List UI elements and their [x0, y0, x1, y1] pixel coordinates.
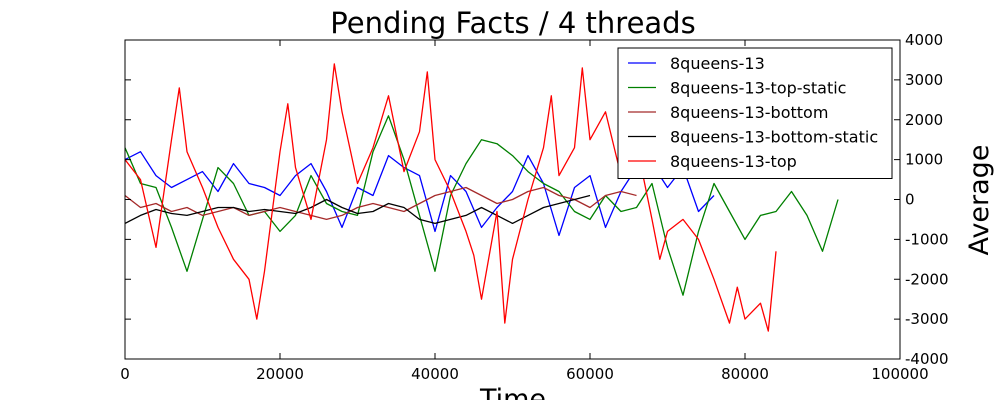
- legend-entry-label: 8queens-13-top: [670, 152, 797, 171]
- x-axis-label: Time: [479, 384, 546, 400]
- y-tick-label: 4000: [905, 31, 943, 49]
- y-axis-label: Average: [964, 145, 995, 256]
- legend-entry-label: 8queens-13-bottom-static: [670, 128, 878, 147]
- y-tick-label: 3000: [905, 71, 943, 89]
- y-tick-label: 1000: [905, 151, 943, 169]
- x-tick-label: 20000: [256, 365, 304, 383]
- y-tick-label: -3000: [905, 310, 949, 328]
- legend-box: [617, 47, 893, 179]
- y-tick-label: -2000: [905, 270, 949, 288]
- y-axis-ticks: -4000 -3000 -2000 -1000 0 1000 2000 3000 4000: [125, 31, 949, 368]
- series-line-4: [124, 194, 591, 225]
- x-tick-label: 0: [120, 365, 130, 383]
- y-tick-label: -4000: [905, 350, 949, 368]
- x-tick-label: 60000: [566, 365, 614, 383]
- legend-entry-label: 8queens-13: [670, 54, 765, 73]
- y-tick-label: -1000: [905, 230, 949, 248]
- x-tick-label: 40000: [411, 365, 459, 383]
- x-axis-ticks: 0 20000 40000 60000 80000 100000: [120, 40, 929, 383]
- x-tick-label: 100000: [871, 365, 928, 383]
- chart-legend: 8queens-13 8queens-13-top-static 8queens-1…: [617, 47, 893, 179]
- legend-entry-label: 8queens-13-top-static: [670, 79, 846, 98]
- series-line-2: [124, 115, 839, 296]
- series-layer: [124, 63, 839, 332]
- y-tick-label: 2000: [905, 111, 943, 129]
- series-line-5: [124, 63, 777, 332]
- legend-entry-label: 8queens-13-bottom: [670, 103, 828, 122]
- series-line-3: [124, 186, 637, 221]
- series-line-1: [124, 151, 715, 237]
- x-tick-label: 80000: [721, 365, 769, 383]
- chart-title: Pending Facts / 4 threads: [330, 6, 695, 40]
- y-tick-label: 0: [905, 191, 915, 209]
